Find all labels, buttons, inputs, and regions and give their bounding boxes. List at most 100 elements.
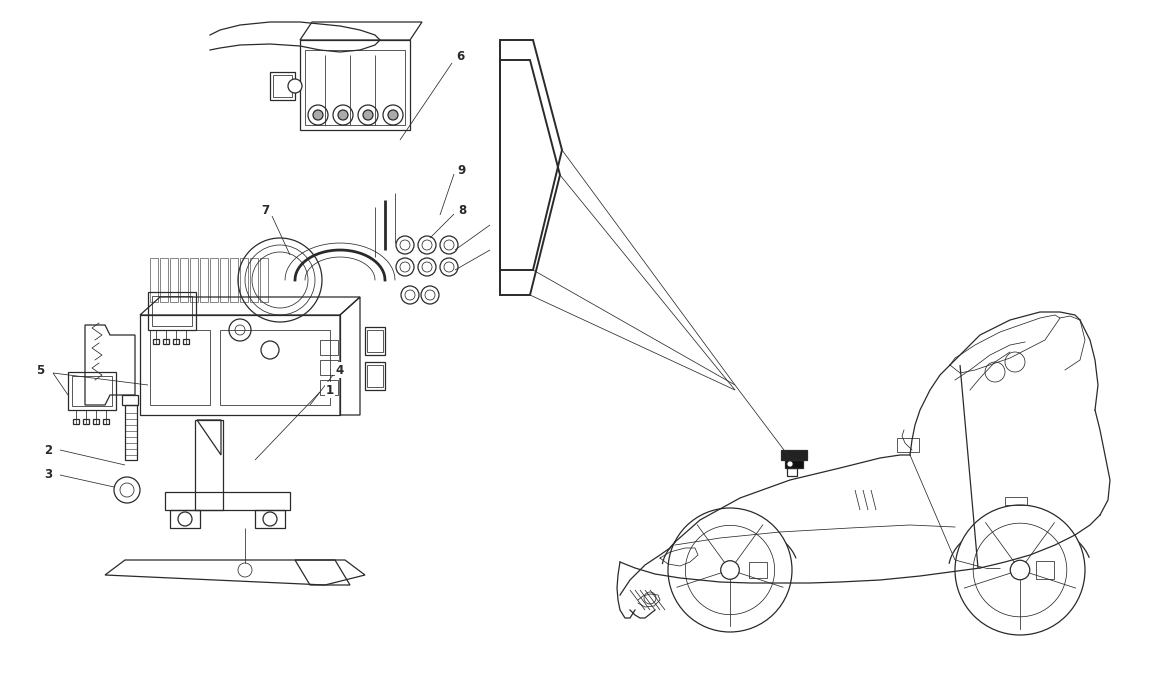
Text: 4: 4	[336, 363, 344, 376]
Bar	[160, 258, 168, 302]
Circle shape	[358, 105, 378, 125]
Circle shape	[396, 258, 414, 276]
Bar	[240, 258, 248, 302]
Bar	[181, 258, 187, 302]
Text: 1: 1	[325, 383, 334, 397]
Bar	[122, 395, 138, 405]
Circle shape	[400, 240, 411, 250]
Circle shape	[288, 79, 302, 93]
Circle shape	[721, 561, 739, 579]
Circle shape	[235, 325, 245, 335]
Circle shape	[261, 341, 279, 359]
Circle shape	[444, 262, 454, 272]
Circle shape	[178, 512, 192, 526]
Bar	[140, 315, 340, 415]
Bar	[170, 258, 178, 302]
Text: 8: 8	[458, 204, 466, 217]
Bar	[367, 365, 383, 387]
Bar	[200, 258, 208, 302]
Circle shape	[405, 290, 415, 300]
Circle shape	[313, 110, 323, 120]
Bar	[897, 438, 919, 452]
Text: 9: 9	[458, 163, 466, 176]
Bar	[220, 330, 330, 405]
Bar	[153, 339, 159, 344]
Circle shape	[440, 236, 458, 254]
Bar	[367, 330, 383, 352]
Circle shape	[426, 290, 435, 300]
Bar	[255, 510, 285, 528]
Bar	[150, 330, 210, 405]
Bar	[220, 258, 228, 302]
Bar	[1036, 561, 1055, 579]
Text: 7: 7	[261, 204, 269, 217]
Circle shape	[422, 262, 432, 272]
Circle shape	[417, 258, 436, 276]
Circle shape	[668, 508, 792, 632]
Bar	[125, 405, 137, 460]
Circle shape	[986, 362, 1005, 382]
Circle shape	[787, 461, 793, 467]
Text: 2: 2	[44, 443, 52, 456]
Circle shape	[422, 240, 432, 250]
Circle shape	[120, 483, 135, 497]
Circle shape	[334, 105, 353, 125]
Bar	[749, 562, 767, 578]
Circle shape	[229, 319, 251, 341]
Circle shape	[263, 512, 277, 526]
Circle shape	[114, 477, 140, 503]
Bar	[320, 360, 338, 375]
Bar	[320, 340, 338, 355]
Circle shape	[308, 105, 328, 125]
Bar	[164, 492, 290, 510]
Circle shape	[238, 238, 322, 322]
Circle shape	[421, 286, 439, 304]
Bar	[250, 258, 258, 302]
Text: 6: 6	[455, 51, 465, 64]
Bar	[273, 75, 292, 97]
Circle shape	[954, 505, 1084, 635]
Bar	[170, 510, 200, 528]
Circle shape	[685, 525, 775, 615]
Bar	[305, 50, 405, 125]
Bar	[1005, 497, 1027, 505]
Bar	[83, 419, 89, 424]
Bar	[781, 450, 807, 460]
Circle shape	[401, 286, 419, 304]
Bar	[365, 362, 385, 390]
Circle shape	[252, 252, 308, 308]
Circle shape	[417, 236, 436, 254]
Circle shape	[363, 110, 373, 120]
Bar	[260, 258, 268, 302]
Circle shape	[1010, 560, 1029, 580]
Bar	[148, 292, 196, 330]
Circle shape	[245, 245, 315, 315]
Circle shape	[396, 236, 414, 254]
Circle shape	[973, 523, 1067, 617]
Circle shape	[400, 262, 411, 272]
Bar	[210, 258, 218, 302]
Circle shape	[644, 592, 656, 604]
Bar	[163, 339, 169, 344]
Circle shape	[338, 110, 348, 120]
Bar	[104, 419, 109, 424]
Bar	[785, 454, 803, 468]
Bar	[365, 327, 385, 355]
Bar	[300, 40, 411, 130]
Bar	[787, 468, 797, 476]
Bar	[270, 72, 296, 100]
Circle shape	[440, 258, 458, 276]
Bar	[68, 372, 116, 410]
Bar	[183, 339, 189, 344]
Bar	[72, 376, 112, 406]
Bar	[152, 296, 192, 326]
Bar	[190, 258, 198, 302]
Circle shape	[388, 110, 398, 120]
Text: 5: 5	[36, 363, 44, 376]
Bar	[93, 419, 99, 424]
Bar	[72, 419, 79, 424]
Circle shape	[383, 105, 402, 125]
Bar	[196, 420, 223, 510]
Text: 3: 3	[44, 469, 52, 482]
Bar	[230, 258, 238, 302]
